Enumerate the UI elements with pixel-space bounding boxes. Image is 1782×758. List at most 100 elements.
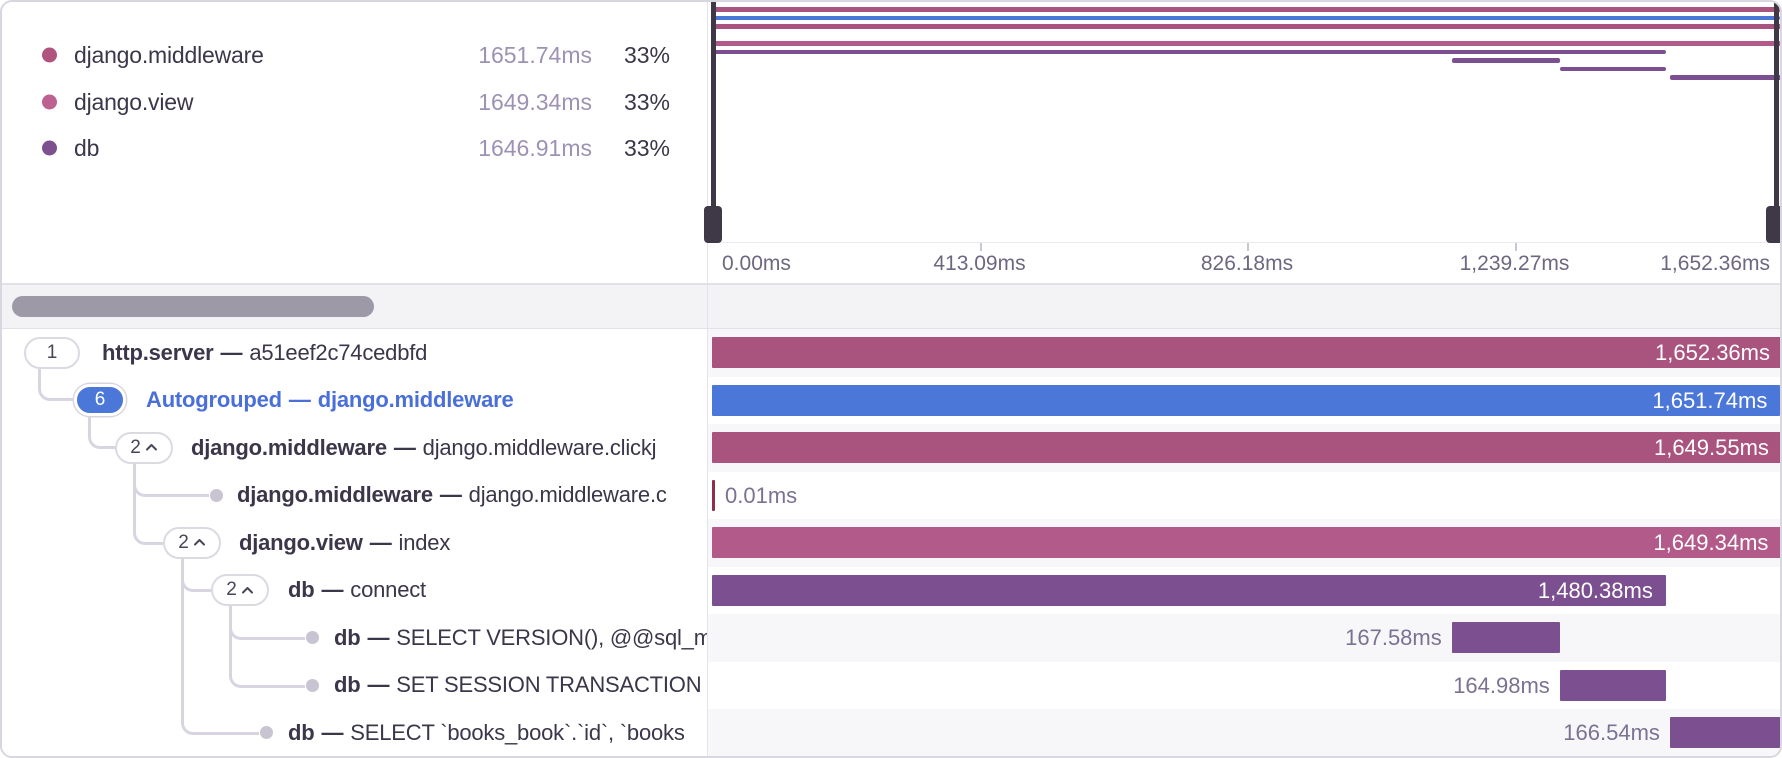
legend-op-label: db [74,135,100,161]
legend-color-dot [42,94,57,110]
span-duration-label: 1,480.38ms [1537,577,1653,603]
op-desc-separator: — [321,577,344,603]
waterfall-row[interactable]: 1,649.55ms [708,424,1780,472]
waterfall-row[interactable]: 1,649.34ms [708,519,1780,567]
span-count-badge[interactable]: 6 [74,384,126,417]
badge-count: 6 [94,389,106,411]
minimap-viewport-right-edge[interactable] [1774,2,1779,242]
axis-time-label: 1,239.27ms [1459,252,1570,275]
time-axis: 0.00ms 413.09ms 826.18ms 1,239.27ms 1,652.36… [708,242,1780,284]
waterfall-row[interactable]: 1,652.36ms [708,329,1780,377]
legend-op-label: django.middleware [74,42,264,68]
horizontal-scrollbar-track[interactable] [2,284,1780,328]
span-description: django.middleware.clickj [422,434,657,460]
op-desc-separator: — [367,624,390,650]
legend-duration-value: 1646.91ms [478,135,592,161]
span-op: django.middleware [191,434,387,460]
span-op: Autogrouped [146,387,282,413]
span-tree-panel: 1 http.server — a51eef2c74cedbfd 6 Autogroupe… [2,329,707,756]
badge-count: 1 [46,341,58,363]
tree-connector-line [133,464,163,545]
span-tree-row-label[interactable]: django.middleware — django.middleware.clic… [191,424,657,472]
span-duration-label: 1,652.36ms [1655,340,1770,366]
axis-time-label: 413.09ms [933,252,1026,275]
waterfall-row[interactable]: 164.98ms [708,662,1780,710]
chevron-up-icon [241,586,253,594]
legend-item: django.view 1649.34ms 33% [2,86,708,118]
span-tree-row-label[interactable]: django.middleware — django.middleware.c [237,472,667,520]
trace-minimap[interactable] [708,2,1780,242]
minimap-right-drag-handle[interactable] [1766,206,1780,243]
span-leaf-dot [305,678,319,692]
span-duration-bar[interactable] [712,384,1780,416]
op-desc-separator: — [369,529,392,555]
minimap-viewport-left-edge[interactable] [711,2,716,242]
legend-percent-value: 33% [623,89,670,115]
span-count-badge[interactable]: 1 [24,336,80,369]
span-tree-row-label[interactable]: db — connect [288,567,426,615]
span-duration-bar[interactable] [712,574,1666,606]
span-op: db [334,672,361,698]
tree-connector-line [38,369,74,401]
axis-bottom-border [2,283,1780,285]
span-duration-bar[interactable] [1669,717,1780,749]
legend-item: db 1646.91ms 33% [2,132,708,164]
span-description: connect [350,577,426,603]
span-tree-row-label[interactable]: db — SELECT VERSION(), @@sql_m [334,614,707,662]
span-description: index [398,529,451,555]
span-count-badge[interactable]: 2 [115,431,173,464]
minimap-span-bar [712,41,1780,46]
legend-percent-value: 33% [623,135,670,161]
span-op: db [288,577,315,603]
waterfall-row[interactable]: 1,480.38ms [708,567,1780,615]
legend-op-label: django.view [74,89,194,115]
span-waterfall-panel: 1,652.36ms 1,651.74ms 1,649.55ms 0.01ms 1,64… [708,329,1780,756]
legend-color-dot [42,140,57,156]
span-tree-row-label[interactable]: http.server — a51eef2c74cedbfd [102,329,427,377]
span-duration-bar[interactable] [712,479,715,511]
span-leaf-dot [305,631,319,645]
minimap-span-bar [712,15,1780,20]
tree-connector-line [181,559,259,735]
minimap-span-bar [1559,66,1666,71]
span-tree-row-label[interactable]: Autogrouped — django.middleware [146,377,514,425]
span-count-badge[interactable]: 2 [211,574,269,607]
axis-time-label: 1,652.36ms [1660,252,1770,275]
horizontal-scrollbar-thumb[interactable] [12,295,374,317]
ops-breakdown-legend: django.middleware 1651.74ms 33% django.view… [2,2,708,242]
scrollbar-bottom-border [2,327,1780,329]
op-desc-separator: — [439,482,462,508]
minimap-span-bar [712,7,1780,12]
span-description: SELECT `books_book`.`id`, `books [350,719,685,745]
span-tree-row-label[interactable]: db — SET SESSION TRANSACTION [334,662,702,710]
span-duration-bar[interactable] [712,432,1780,464]
waterfall-row[interactable]: 167.58ms [708,614,1780,662]
minimap-left-drag-handle[interactable] [704,206,722,243]
span-count-badge[interactable]: 2 [163,526,221,559]
chevron-up-icon [193,539,205,546]
span-leaf-dot [209,488,223,502]
op-desc-separator: — [288,387,311,413]
span-duration-bar[interactable] [712,337,1780,369]
span-tree-row-label[interactable]: db — SELECT `books_book`.`id`, `books [288,709,685,756]
op-desc-separator: — [220,339,243,365]
span-duration-label: 0.01ms [725,482,798,508]
panel-divider [706,2,708,756]
axis-tick-mark [1247,243,1249,251]
minimap-span-bar [712,24,1780,29]
span-duration-bar[interactable] [712,527,1780,559]
span-duration-label: 164.98ms [1453,672,1550,698]
axis-time-label: 826.18ms [1200,252,1294,275]
span-duration-bar[interactable] [1451,622,1560,654]
span-tree-row-label[interactable]: django.view — index [239,519,450,567]
span-duration-bar[interactable] [1559,669,1666,701]
waterfall-row[interactable]: 166.54ms [708,709,1780,756]
waterfall-row[interactable]: 0.01ms [708,472,1780,520]
waterfall-row[interactable]: 1,651.74ms [708,377,1780,425]
chevron-up-icon [145,444,157,451]
span-duration-label: 1,649.55ms [1653,435,1769,461]
span-op: django.middleware [237,482,433,508]
badge-count: 2 [130,436,141,458]
op-desc-separator: — [321,719,344,745]
